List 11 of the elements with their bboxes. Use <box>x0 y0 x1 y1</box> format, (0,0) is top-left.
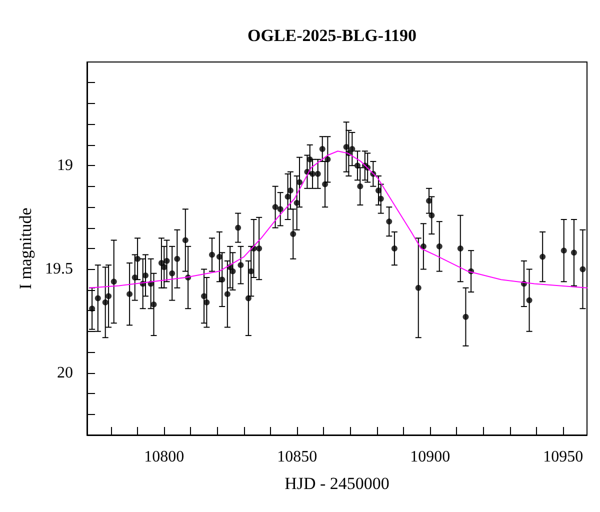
x-tick-label: 10800 <box>144 448 184 466</box>
y-tick-label: 19 <box>57 157 73 174</box>
chart-title: OGLE-2025-BLG-1190 <box>247 26 417 45</box>
y-tick-label: 20 <box>57 364 73 382</box>
line-series <box>89 150 588 288</box>
x-axis-title: HJD - 2450000 <box>284 474 390 493</box>
y-tick-label: 19.5 <box>45 260 73 278</box>
x-tick-label: 10900 <box>410 448 450 466</box>
y-axis-title: I magnitude <box>16 208 36 290</box>
x-tick-label: 10850 <box>277 448 318 466</box>
x-tick-label: 10950 <box>543 448 584 466</box>
